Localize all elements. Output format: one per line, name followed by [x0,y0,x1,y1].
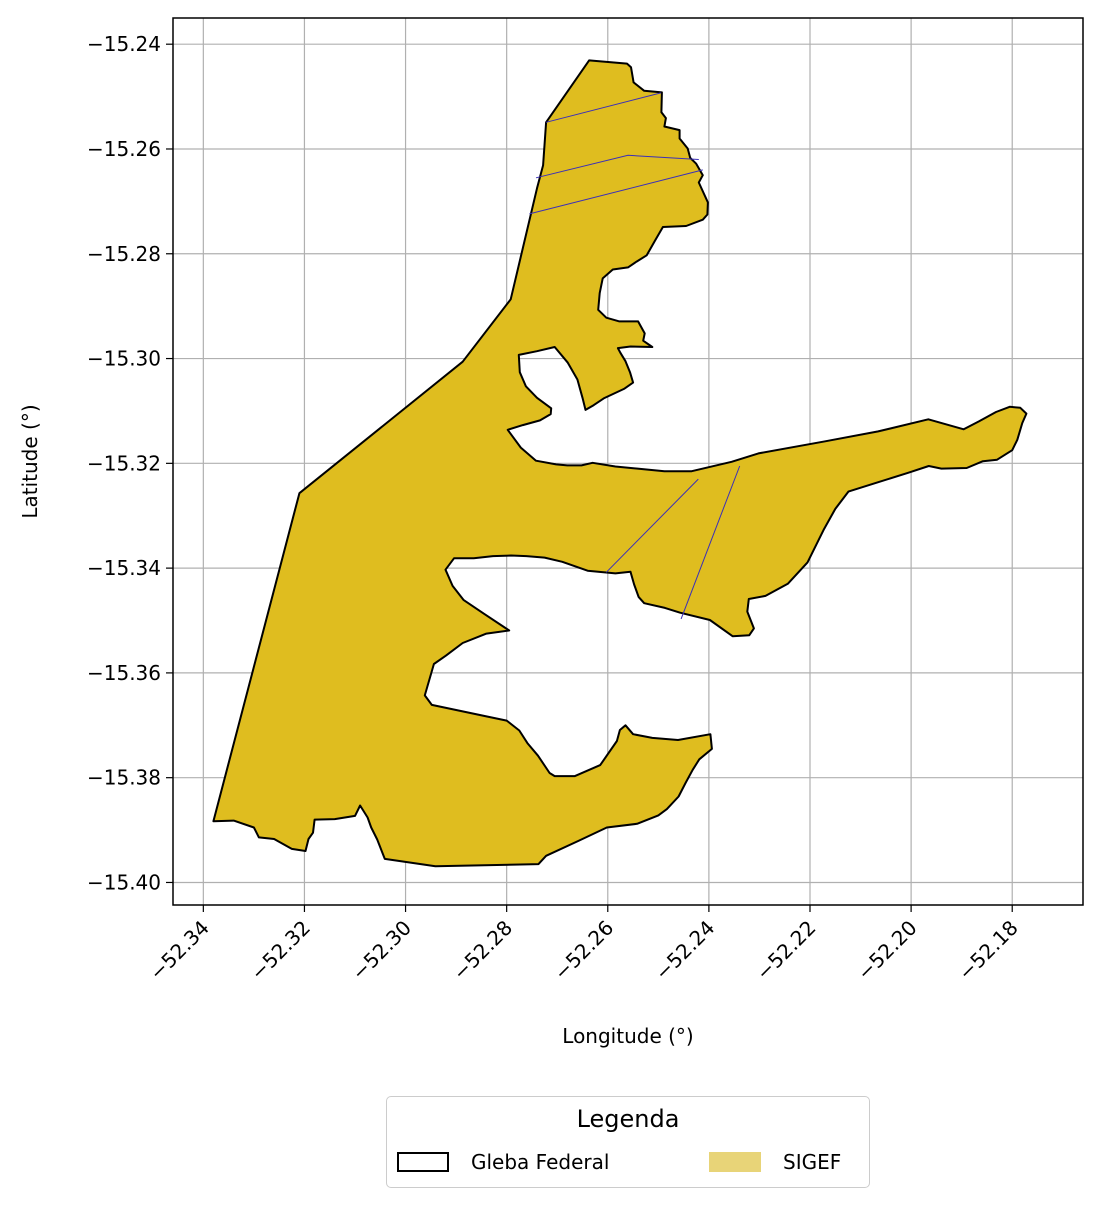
legend-swatch-fill [709,1152,761,1172]
y-tick-label-4: −15.32 [87,451,161,475]
legend-item-gleba-federal: Gleba Federal [397,1149,609,1175]
legend-label-gleba-federal: Gleba Federal [471,1150,610,1174]
x-tick-label-7: −52.20 [852,916,921,985]
y-tick-label-3: −15.30 [87,347,161,371]
x-tick-label-6: −52.22 [751,916,820,985]
map-polygons [212,59,1028,868]
y-tick-label-7: −15.38 [87,766,161,790]
legend-item-sigef: SIGEF [709,1149,841,1175]
sigef-parcel-line-1 [535,154,699,179]
x-tick-label-5: −52.24 [650,916,719,985]
sigef-parcel-line-3 [605,478,699,573]
legend-title: Legenda [576,1105,680,1133]
sigef-parcel-line-0 [545,92,662,123]
y-tick-label-2: −15.28 [87,242,161,266]
axes-frame [172,17,1084,906]
legend-label-sigef: SIGEF [783,1150,842,1174]
x-tick-label-3: −52.28 [448,916,517,985]
x-tick-label-4: −52.26 [549,916,618,985]
x-tick-label-8: −52.18 [953,916,1022,985]
legend-swatch-outline [397,1152,449,1172]
sigef-parcel-line-2 [529,169,703,215]
x-tick-label-2: −52.30 [347,916,416,985]
sigef-parcel-line-4 [680,465,741,620]
y-tick-label-1: −15.26 [87,137,161,161]
x-tick-label-0: −52.34 [145,916,214,985]
x-tick-label-1: −52.32 [246,916,315,985]
y-tick-label-0: −15.24 [87,32,161,56]
legend-box: Legenda Gleba Federal SIGEF [386,1096,870,1188]
x-axis-label: Longitude (°) [562,1024,693,1048]
gleba-federal-polygon [212,59,1028,868]
y-tick-label-5: −15.34 [87,556,161,580]
y-tick-label-6: −15.36 [87,661,161,685]
y-axis-label: Latitude (°) [18,404,42,518]
y-tick-label-8: −15.40 [87,870,161,894]
